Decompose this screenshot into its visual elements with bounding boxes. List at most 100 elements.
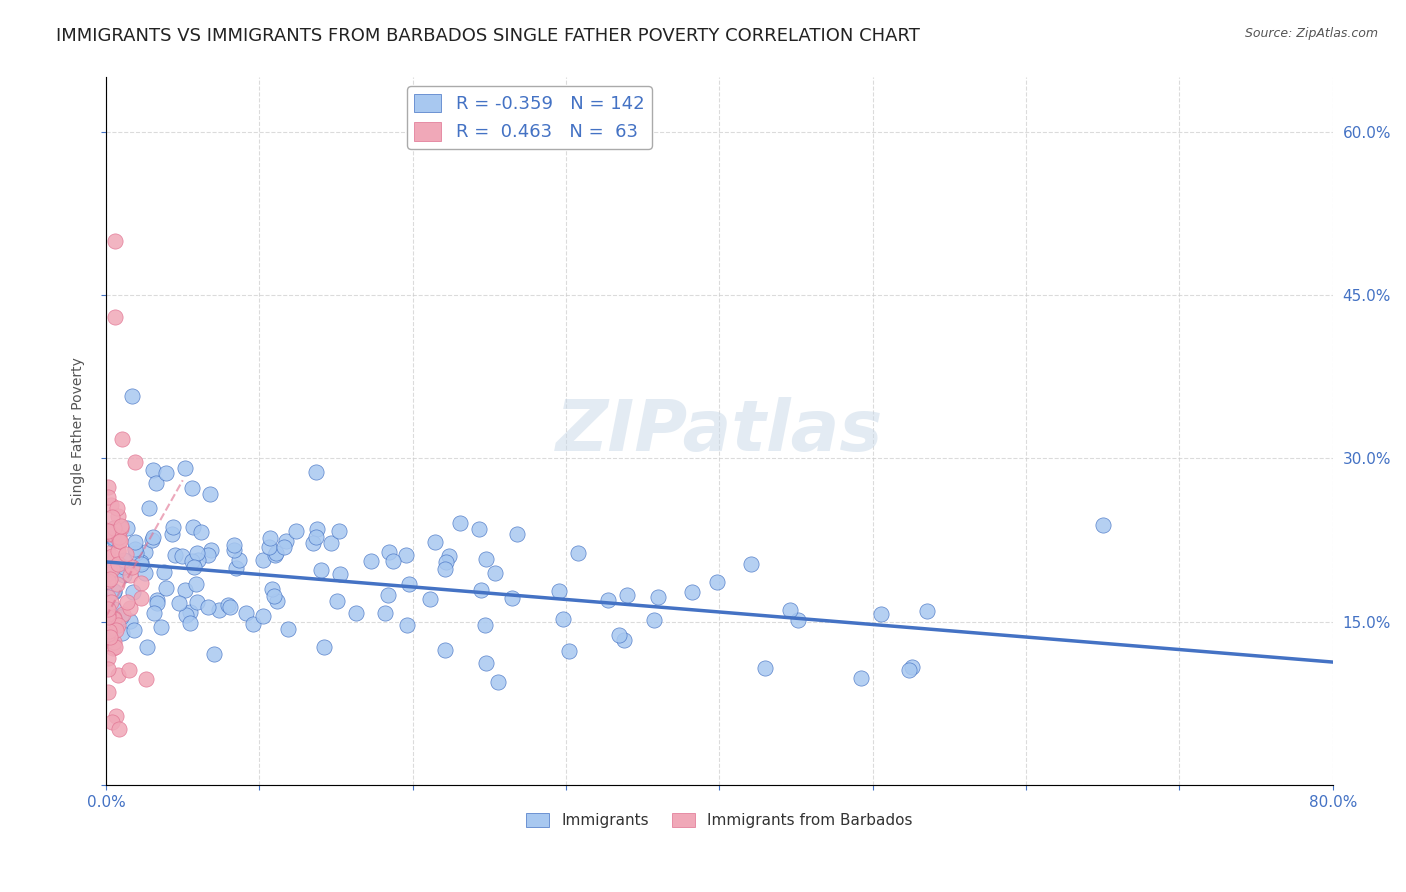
Immigrants: [198, 486, 221, 500]
Immigrants: [118, 615, 141, 629]
Immigrants from Barbados: [97, 685, 120, 699]
Immigrants: [377, 588, 399, 602]
Immigrants: [378, 545, 401, 559]
Immigrants from Barbados: [118, 567, 141, 582]
Immigrants: [103, 602, 125, 616]
Immigrants: [103, 521, 125, 535]
Immigrants from Barbados: [97, 546, 120, 560]
Immigrants: [395, 549, 418, 563]
Immigrants from Barbados: [129, 591, 152, 605]
Immigrants: [219, 599, 242, 614]
Immigrants: [915, 604, 938, 618]
Immigrants from Barbados: [104, 624, 127, 638]
Immigrants: [202, 647, 225, 661]
Immigrants: [179, 615, 201, 630]
Immigrants: [141, 533, 163, 548]
Immigrants: [142, 463, 165, 477]
Immigrants: [134, 566, 156, 581]
Immigrants: [277, 622, 299, 636]
Immigrants from Barbados: [103, 611, 125, 625]
Immigrants: [197, 600, 219, 615]
Immigrants from Barbados: [97, 627, 120, 641]
Immigrants from Barbados: [103, 520, 125, 534]
Immigrants: [787, 613, 810, 627]
Immigrants from Barbados: [103, 612, 125, 626]
Immigrants from Barbados: [121, 560, 143, 574]
Immigrants: [105, 566, 128, 581]
Immigrants: [344, 607, 367, 621]
Immigrants from Barbados: [97, 609, 120, 624]
Immigrants: [434, 642, 457, 657]
Immigrants: [360, 554, 382, 568]
Immigrants: [103, 584, 125, 599]
Immigrants: [484, 566, 506, 580]
Immigrants: [155, 467, 177, 481]
Immigrants from Barbados: [110, 521, 132, 535]
Immigrants from Barbados: [97, 490, 120, 504]
Immigrants: [264, 546, 287, 560]
Immigrants from Barbados: [115, 548, 138, 562]
Immigrants from Barbados: [100, 499, 122, 513]
Immigrants: [125, 546, 148, 560]
Immigrants from Barbados: [104, 310, 127, 324]
Immigrants: [470, 582, 492, 597]
Immigrants from Barbados: [97, 662, 120, 676]
Immigrants from Barbados: [112, 607, 135, 622]
Immigrants from Barbados: [108, 723, 131, 737]
Immigrants from Barbados: [97, 606, 120, 620]
Immigrants: [105, 609, 128, 624]
Immigrants: [103, 531, 125, 545]
Immigrants: [266, 593, 288, 607]
Immigrants from Barbados: [115, 595, 138, 609]
Immigrants: [124, 623, 146, 637]
Immigrants: [163, 548, 186, 562]
Immigrants: [264, 548, 287, 562]
Immigrants from Barbados: [97, 566, 120, 581]
Immigrants: [224, 538, 246, 552]
Immigrants: [475, 552, 498, 566]
Immigrants from Barbados: [101, 549, 124, 563]
Immigrants: [197, 549, 219, 563]
Y-axis label: Single Father Poverty: Single Father Poverty: [72, 358, 86, 505]
Immigrants: [186, 595, 208, 609]
Immigrants: [146, 596, 169, 610]
Immigrants: [121, 389, 143, 403]
Immigrants: [548, 583, 571, 598]
Immigrants from Barbados: [97, 633, 120, 648]
Immigrants: [474, 617, 496, 632]
Immigrants: [309, 563, 332, 577]
Immigrants: [1091, 517, 1114, 532]
Immigrants from Barbados: [118, 601, 141, 615]
Immigrants from Barbados: [97, 524, 120, 538]
Immigrants from Barbados: [101, 527, 124, 541]
Immigrants: [567, 546, 589, 560]
Immigrants: [117, 521, 139, 535]
Immigrants: [112, 567, 135, 582]
Immigrants: [263, 590, 285, 604]
Immigrants: [186, 545, 208, 559]
Immigrants from Barbados: [97, 574, 120, 589]
Immigrants: [870, 607, 893, 621]
Immigrants: [901, 660, 924, 674]
Immigrants: [103, 533, 125, 548]
Immigrants: [326, 594, 349, 608]
Immigrants from Barbados: [98, 631, 121, 645]
Immigrants: [319, 536, 342, 550]
Immigrants from Barbados: [98, 527, 121, 541]
Immigrants from Barbados: [124, 455, 146, 469]
Immigrants: [898, 663, 921, 677]
Immigrants from Barbados: [107, 668, 129, 682]
Immigrants from Barbados: [100, 595, 122, 609]
Immigrants: [439, 549, 461, 563]
Immigrants: [142, 606, 165, 620]
Immigrants: [146, 593, 169, 607]
Immigrants: [301, 536, 323, 550]
Immigrants: [242, 616, 264, 631]
Immigrants from Barbados: [107, 534, 129, 549]
Immigrants: [187, 553, 209, 567]
Immigrants: [122, 585, 145, 599]
Immigrants: [596, 593, 619, 607]
Immigrants from Barbados: [107, 508, 129, 523]
Immigrants: [449, 516, 471, 531]
Immigrants from Barbados: [111, 432, 134, 446]
